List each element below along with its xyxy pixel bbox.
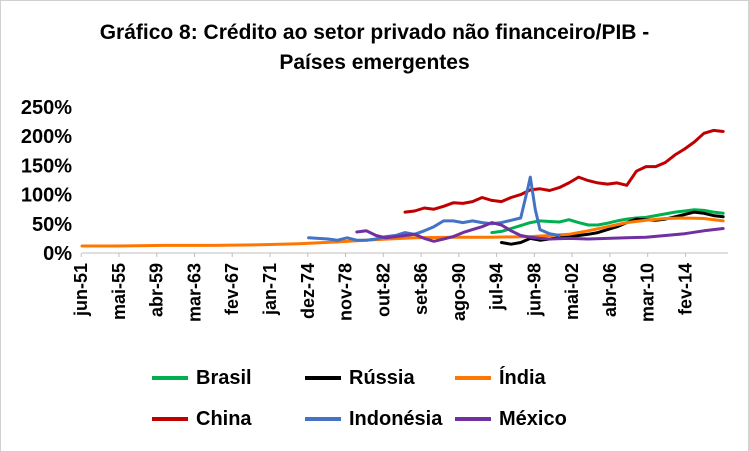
legend-swatch-china	[152, 417, 188, 421]
legend-label-china: China	[196, 407, 252, 430]
x-tick-label: dez-74	[298, 263, 318, 319]
x-tick-label: mai-02	[562, 263, 582, 320]
legend-item-russia: Rússia	[305, 365, 415, 391]
y-tick-label: 50%	[32, 214, 72, 236]
y-tick-label: 250%	[21, 97, 72, 119]
x-tick-label: abr-59	[147, 263, 167, 317]
legend-label-india: Índia	[499, 366, 546, 389]
x-tick-label: mai-55	[109, 263, 129, 320]
series-line-indonesia	[307, 175, 561, 242]
x-tick-label: nov-78	[336, 263, 356, 321]
x-tick-label: jan-71	[260, 263, 280, 316]
y-tick-label: 200%	[21, 126, 72, 148]
series-line-china	[403, 128, 725, 214]
legend-swatch-indonesia	[305, 417, 341, 421]
y-tick-label: 0%	[43, 243, 72, 265]
x-tick-label: jun-98	[524, 263, 544, 317]
y-tick-label: 100%	[21, 185, 72, 207]
x-tick-label: set-86	[411, 263, 431, 315]
legend-item-china: China	[152, 406, 252, 432]
chart-axes: 0% 50% 100% 150% 200% 250% jun-51 mai-55 abr-59 m…	[21, 97, 728, 322]
x-tick-label: mar-63	[185, 263, 205, 322]
series-line-india	[80, 216, 725, 248]
legend-item-mexico: México	[455, 406, 567, 432]
legend-label-indonesia: Indonésia	[349, 407, 443, 430]
legend-swatch-india	[455, 376, 491, 380]
legend-label-russia: Rússia	[349, 366, 415, 389]
series-line-brasil	[490, 208, 725, 235]
series-line-russia	[499, 210, 725, 246]
x-tick-label: fev-67	[222, 263, 242, 315]
legend-item-india: Índia	[455, 365, 546, 391]
legend-label-mexico: México	[499, 407, 567, 430]
legend-item-brasil: Brasil	[152, 365, 252, 391]
legend-swatch-brasil	[152, 376, 188, 380]
y-tick-label: 150%	[21, 155, 72, 177]
x-tick-label: mar-10	[638, 263, 658, 322]
legend-item-indonesia: Indonésia	[305, 406, 442, 432]
x-tick-label: ago-90	[449, 263, 469, 321]
chart-title-line-2: Países emergentes	[279, 51, 470, 74]
legend-label-brasil: Brasil	[196, 366, 252, 389]
legend-swatch-russia	[305, 376, 341, 380]
x-tick-label: jun-51	[71, 263, 91, 317]
x-tick-label: abr-06	[600, 263, 620, 317]
series-line-mexico	[355, 221, 725, 243]
x-tick-label: jul-94	[487, 263, 507, 311]
chart-series	[80, 128, 725, 248]
x-tick-label: fev-14	[675, 263, 695, 315]
x-tick-label: out-82	[373, 263, 393, 317]
legend-swatch-mexico	[455, 417, 491, 421]
chart-title-line-1: Gráfico 8: Crédito ao setor privado não …	[99, 21, 650, 44]
